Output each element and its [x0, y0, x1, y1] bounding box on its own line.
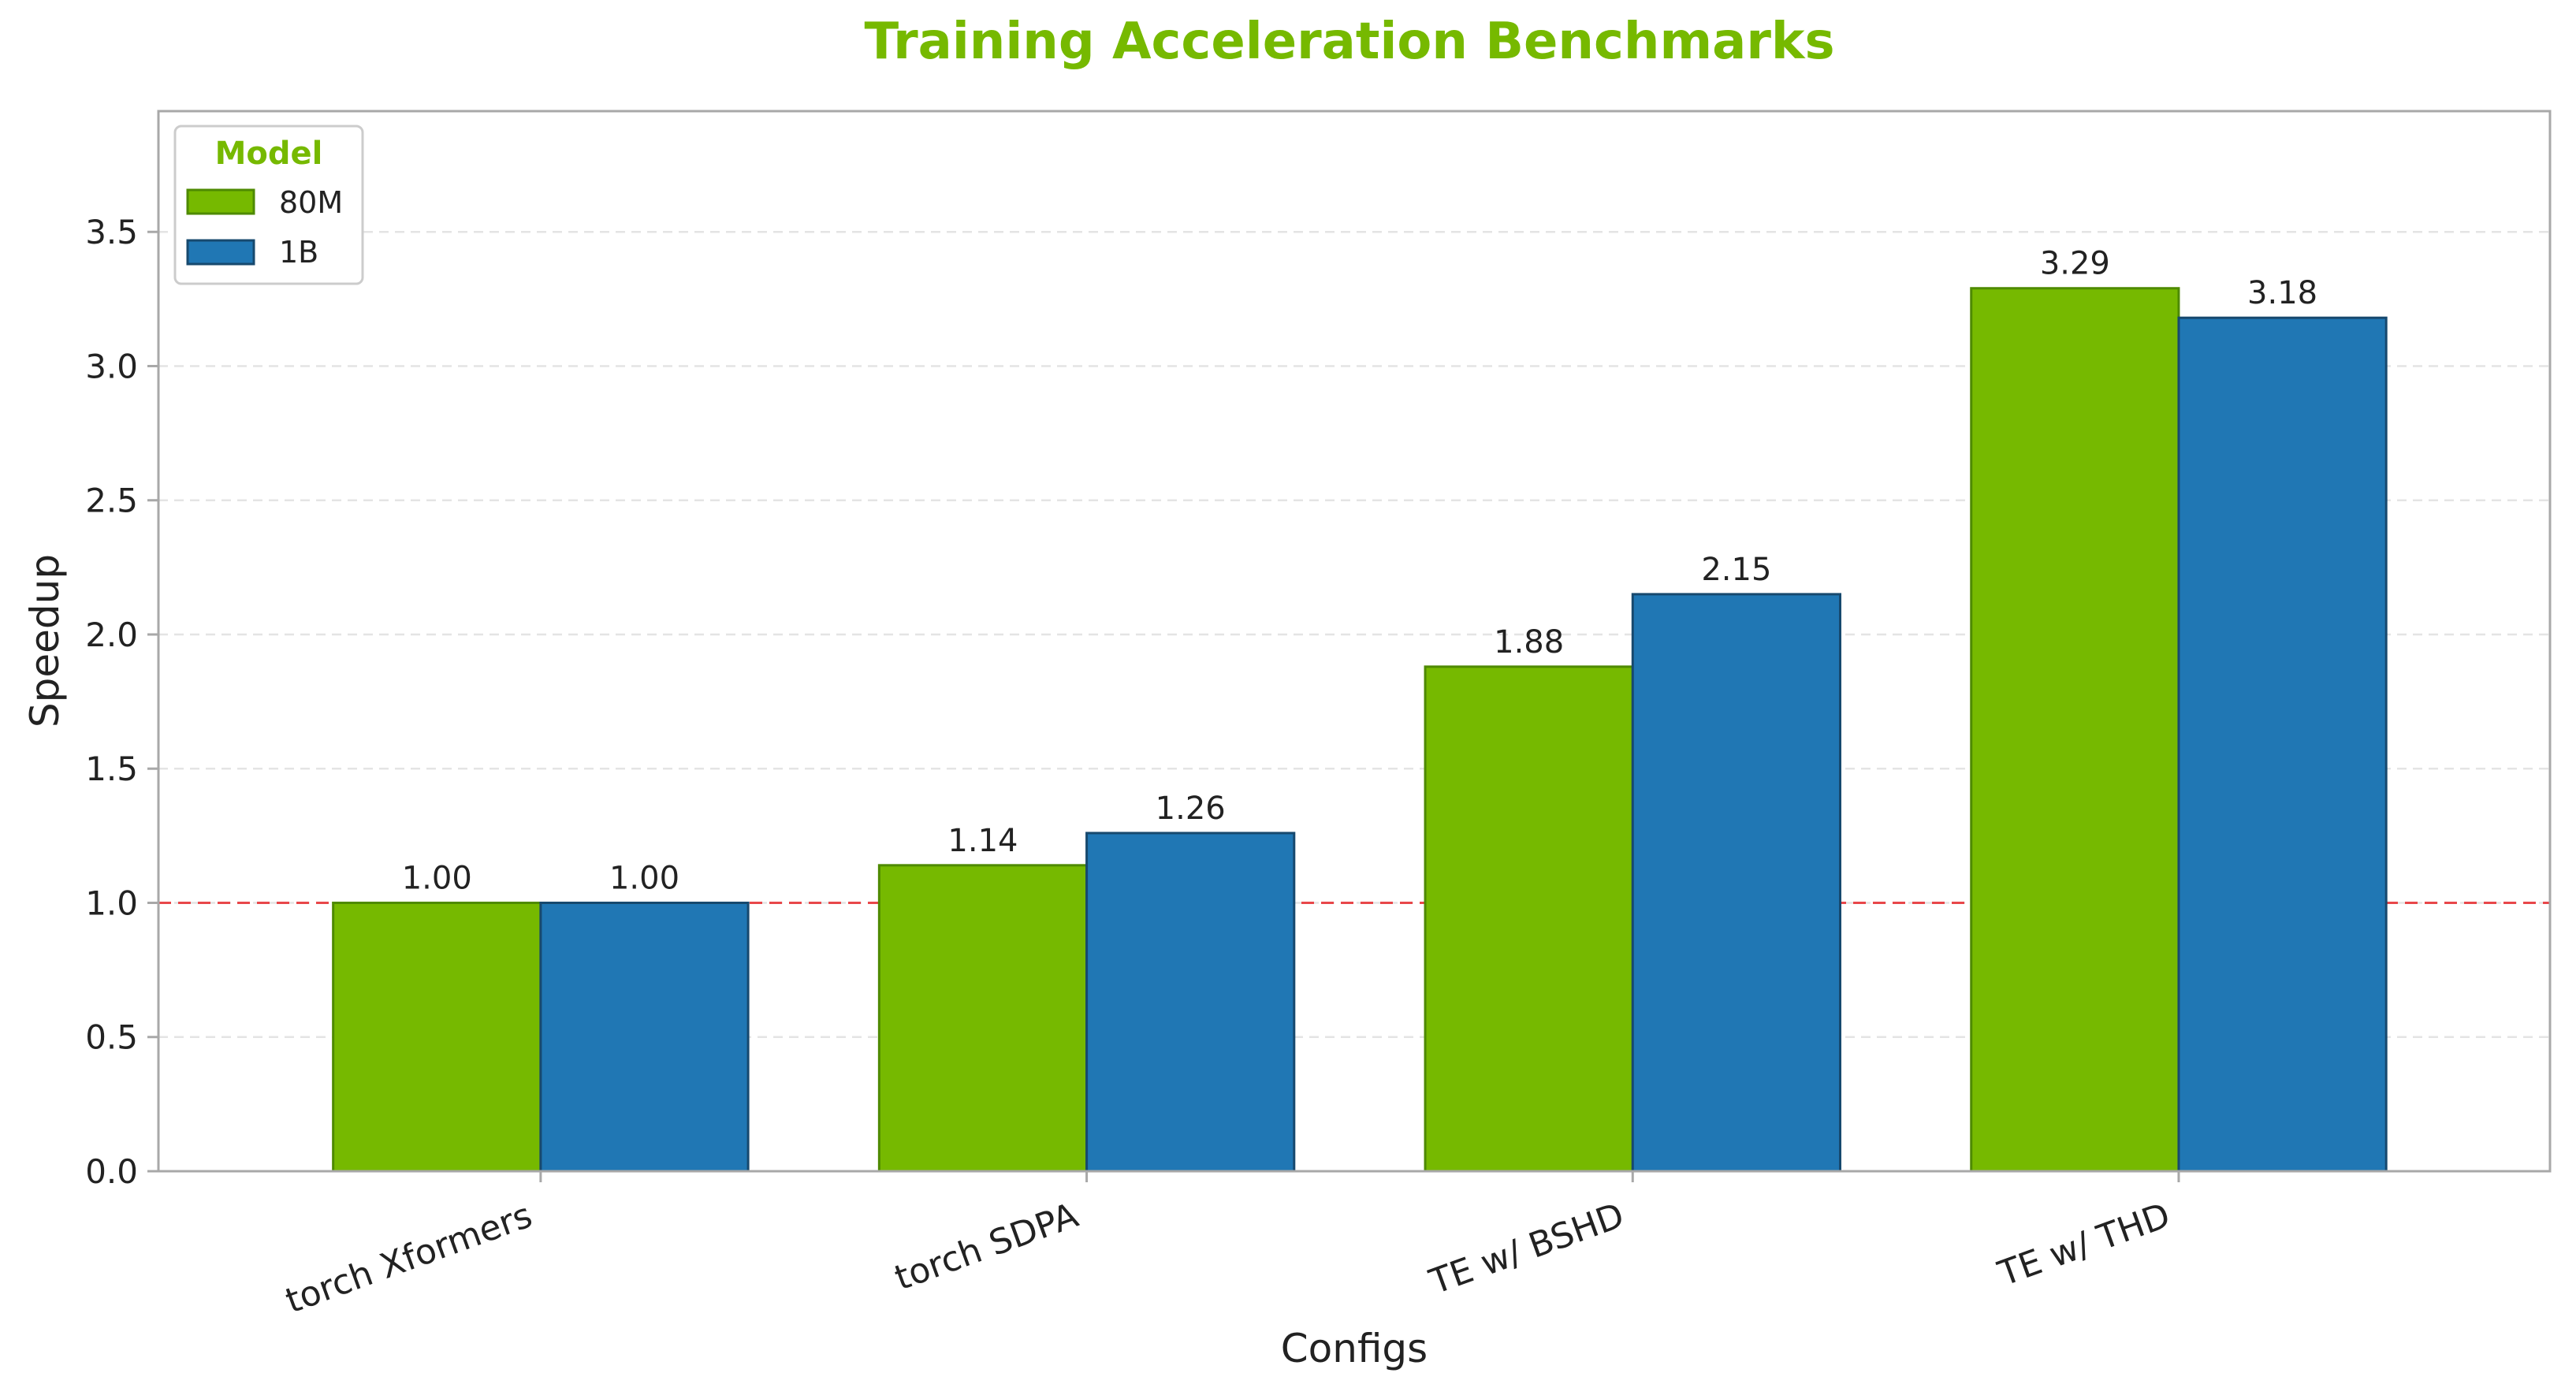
- legend-swatch-1b: [186, 239, 255, 266]
- y-tick-label: 2.5: [85, 482, 138, 520]
- bar-value-labels: 1.00 1.14 1.88 3.29 1.00 1.26 2.15 3.18: [402, 246, 2317, 897]
- legend: Model 80M 1B: [173, 125, 364, 285]
- bar-value-label: 1.14: [947, 823, 1018, 859]
- chart-title: Training Acceleration Benchmarks: [864, 13, 1834, 71]
- y-axis-label: Speedup: [22, 554, 68, 727]
- y-tick-label: 0.0: [85, 1152, 138, 1191]
- bar-value-label: 3.18: [2247, 275, 2317, 311]
- bar-value-label: 1.88: [1494, 624, 1564, 660]
- legend-label-1b: 1B: [279, 235, 318, 270]
- bar-80m-3: [1970, 287, 2180, 1173]
- bar-value-label: 1.00: [402, 860, 472, 896]
- y-tick-label: 3.0: [85, 347, 138, 385]
- legend-title: Model: [215, 136, 323, 172]
- x-tick-label: torch SDPA: [890, 1195, 1084, 1298]
- x-tick-label: TE w/ BSHD: [1424, 1195, 1629, 1302]
- bar-value-label: 1.26: [1156, 791, 1226, 827]
- bar-1b-1: [1085, 832, 1296, 1173]
- bar-1b-3: [2177, 316, 2388, 1173]
- plot-area-frame: [157, 110, 2552, 1173]
- bar-value-label: 2.15: [1701, 552, 1771, 588]
- y-tick-label: 3.5: [85, 213, 138, 251]
- bar-80m-1: [877, 864, 1089, 1173]
- bar-1b-2: [1631, 593, 1841, 1173]
- legend-label-80m: 80M: [279, 185, 343, 220]
- x-axis: torch Xformers torch SDPA TE w/ BSHD TE w/ …: [281, 1171, 2180, 1322]
- bar-value-label: 1.00: [609, 860, 679, 896]
- x-tick-label: TE w/ THD: [1993, 1195, 2176, 1294]
- bar-80m-0: [332, 901, 542, 1173]
- y-axis: 0.0 0.5 1.0 1.5 2.0 2.5 3.0 3.5: [85, 213, 158, 1191]
- legend-swatch-80m: [186, 188, 255, 215]
- y-tick-label: 0.5: [85, 1018, 138, 1057]
- y-tick-label: 1.5: [85, 750, 138, 788]
- bars: [332, 287, 2388, 1173]
- bar-1b-0: [539, 901, 750, 1173]
- x-tick-label: torch Xformers: [281, 1195, 538, 1321]
- bar-80m-2: [1424, 665, 1634, 1173]
- y-tick-label: 2.0: [85, 616, 138, 654]
- x-axis-label: Configs: [1281, 1326, 1428, 1371]
- bar-value-label: 3.29: [2040, 246, 2110, 282]
- y-tick-label: 1.0: [85, 884, 138, 922]
